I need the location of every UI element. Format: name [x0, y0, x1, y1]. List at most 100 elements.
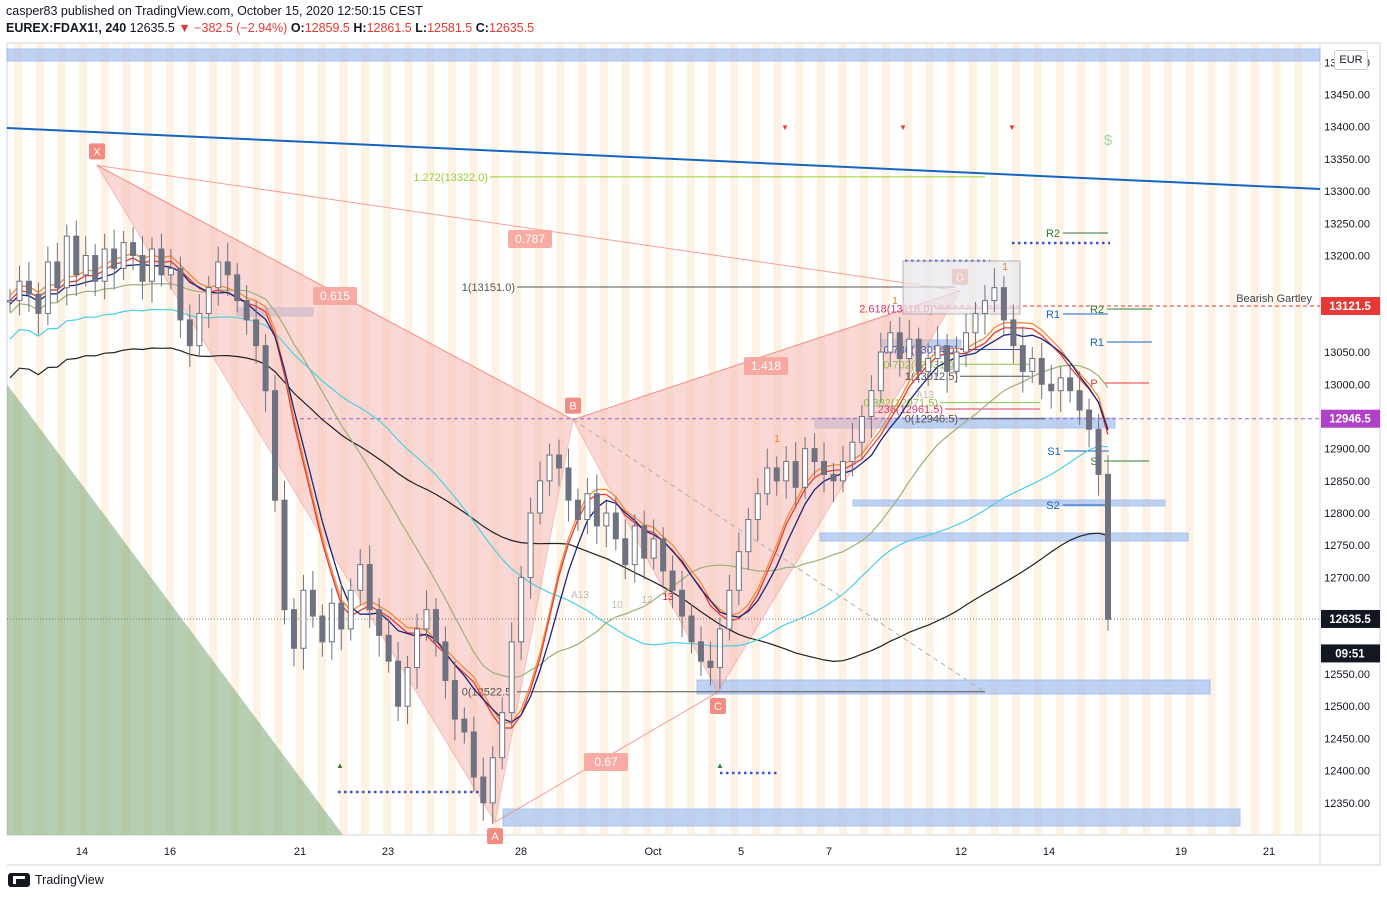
candle-body [877, 351, 884, 392]
candle-body [328, 602, 335, 643]
session-shade [165, 43, 174, 835]
candle-body [272, 390, 279, 501]
currency-button[interactable]: EUR [1334, 50, 1368, 70]
candle-body [574, 499, 581, 520]
annotation-label: 1 [1002, 262, 1008, 273]
pivot-S2: S2 [1046, 500, 1059, 512]
ratio-box [508, 230, 552, 248]
candle-body [130, 242, 137, 256]
candle-body [991, 287, 998, 302]
candle-body [442, 641, 449, 681]
candle-body [716, 628, 723, 669]
pivot-R2: R2 [1046, 228, 1060, 240]
candle-body [707, 660, 714, 669]
up-marker-icon: ▲ [716, 761, 724, 770]
price-tag-label: 13121.5 [1329, 301, 1371, 313]
session-shade [1012, 43, 1021, 835]
y-tick-label: 13400.00 [1324, 122, 1370, 134]
session-shade [1229, 43, 1238, 835]
candle-body [821, 461, 828, 475]
annotation-label: 10 [611, 600, 623, 611]
ratio-label: 1.418 [751, 359, 781, 373]
candle-body [101, 248, 108, 282]
candle-body [868, 390, 875, 417]
publish-info: casper83 published on TradingView.com, O… [6, 4, 423, 18]
candle-body [612, 512, 619, 540]
symbol-ohlc-line: EUREX:FDAX1!, 240 12635.5 ▼ −382.5 (−2.9… [6, 20, 534, 37]
ma-navy [9, 263, 1109, 723]
candle-body [35, 293, 42, 314]
session-shade [57, 43, 66, 835]
session-shade [1272, 43, 1281, 835]
pattern-name: Bearish Gartley [1236, 293, 1312, 305]
price-tag [1321, 409, 1380, 428]
ratio-label: 0.67 [594, 755, 618, 769]
candle-body [641, 525, 648, 559]
fib-label: 1.272(13322.0) [413, 172, 488, 184]
candle-body [319, 615, 326, 643]
candle-body [92, 254, 99, 282]
candle-body [773, 467, 780, 482]
y-tick-label: 13350.00 [1324, 154, 1370, 166]
low-value: 12581.5 [427, 21, 473, 35]
candle-body [726, 589, 733, 630]
ratio-box [313, 287, 357, 305]
pivot-R1: R1 [1090, 337, 1104, 349]
candle-body [792, 461, 799, 488]
down-arrow-icon: ▼ [178, 21, 191, 35]
close-value: 12635.5 [488, 21, 535, 35]
session-shade [925, 43, 934, 835]
ratio-label: 0.615 [320, 289, 350, 303]
x-tick-label: Oct [644, 846, 661, 858]
projection-line [572, 419, 986, 693]
candle-body [593, 493, 600, 527]
y-tick-label: 13050.00 [1324, 347, 1370, 359]
candle-body [565, 467, 572, 501]
open-label: O: [290, 21, 305, 35]
y-tick-label: 12550.00 [1324, 669, 1370, 681]
x-tick-label: 28 [515, 846, 527, 858]
candle-body [111, 248, 118, 269]
x-tick-label: 12 [955, 846, 967, 858]
y-tick-label: 12800.00 [1324, 508, 1370, 520]
candle-body [1048, 383, 1055, 392]
ratio-box [744, 357, 788, 375]
candle-body [830, 473, 837, 482]
candle-body [546, 454, 553, 482]
price-tag-label: 09:51 [1335, 648, 1365, 660]
candle-body [489, 757, 496, 804]
y-tick-label: 13250.00 [1324, 218, 1370, 230]
candle-body [1000, 287, 1007, 321]
candle-body [338, 602, 345, 630]
candle-body [631, 525, 638, 566]
candle-body [688, 615, 695, 643]
chart-header: casper83 published on TradingView.com, O… [6, 3, 534, 37]
support-zone [819, 532, 1189, 542]
candle-body [451, 679, 458, 720]
candle-body [499, 712, 506, 759]
candle-body [177, 267, 184, 321]
session-shade [1033, 43, 1042, 835]
fib-label: 0.236(12961.5) [868, 404, 943, 416]
annotation-label: A13 [916, 390, 934, 401]
fib-label: 0(12946.5) [905, 414, 958, 426]
candle-body [148, 248, 155, 282]
y-tick-label: 12450.00 [1324, 733, 1370, 745]
support-zone [852, 499, 1166, 507]
candle-body [376, 609, 383, 636]
session-shade [1055, 43, 1064, 835]
annotation-label: 12 [641, 595, 653, 606]
candle-body [432, 609, 439, 643]
support-zone [696, 679, 1211, 695]
pivot-R2: R2 [1090, 304, 1104, 316]
candle-body [660, 538, 667, 572]
candle-body [461, 718, 468, 733]
candle-body [73, 235, 80, 276]
candle-body [1029, 358, 1036, 372]
candle-body [1086, 409, 1093, 430]
ma-olive [9, 283, 1109, 679]
x-tick-label: 14 [1043, 846, 1055, 858]
candle-body [44, 261, 51, 314]
session-shade [1164, 43, 1173, 835]
